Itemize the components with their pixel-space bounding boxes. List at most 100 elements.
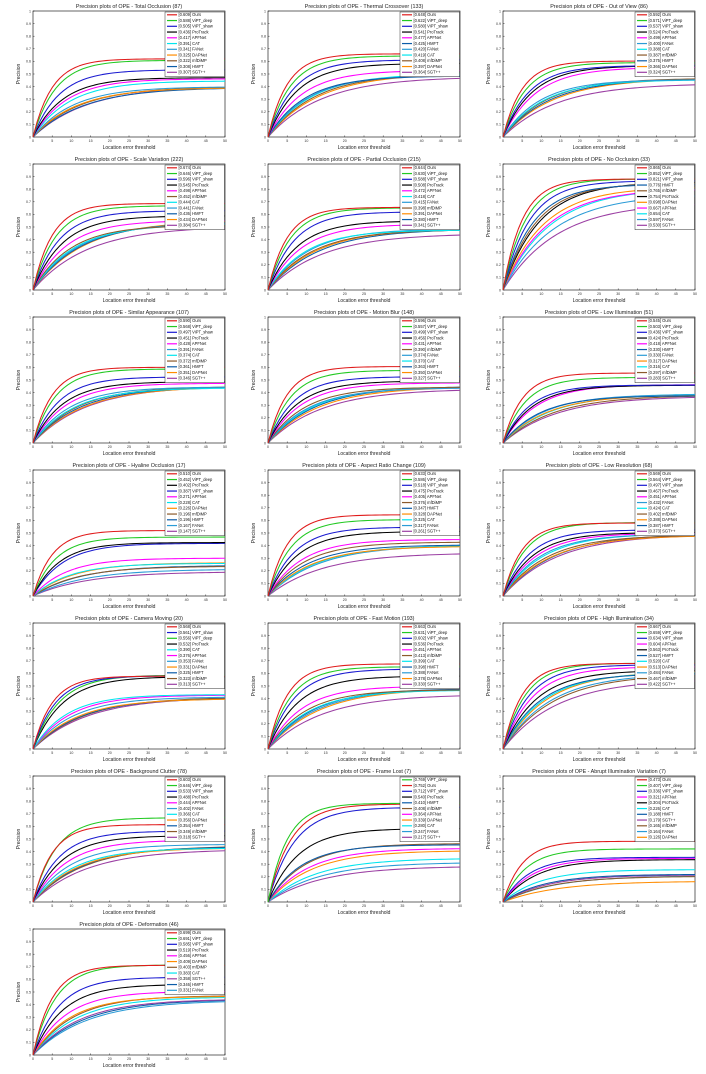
- x-tick-label: 15: [89, 598, 93, 602]
- x-tick-label: 0: [267, 292, 269, 296]
- legend-entry-dapnet: [0.339] DAPNet: [414, 817, 443, 822]
- x-tick-label: 15: [89, 139, 93, 143]
- x-tick-label: 35: [165, 292, 169, 296]
- y-tick-label: 1: [499, 162, 501, 166]
- series-line-fanet: [32, 1001, 226, 1056]
- x-tick-label: 35: [635, 751, 639, 755]
- x-tick-label: 10: [69, 139, 73, 143]
- legend-entry-fanet: [0.388] FANet: [414, 670, 440, 675]
- x-tick-label: 15: [324, 598, 328, 602]
- y-tick-label: 0.6: [261, 366, 266, 370]
- series-line-vipt-deep: [502, 848, 695, 903]
- x-tick-label: 25: [127, 292, 131, 296]
- x-tick-label: 15: [559, 751, 563, 755]
- legend-entry-vipt-deep: [0.769] ViPT_deep: [414, 777, 449, 782]
- series-line-apfnet: [32, 557, 226, 597]
- legend-entry-fanet: [0.167] FANet: [179, 523, 205, 528]
- series-line-sgt: [502, 84, 696, 138]
- y-tick-label: 0.6: [26, 825, 31, 829]
- legend-entry-dapnet: [0.317] DAPNet: [649, 358, 678, 363]
- chart-svg: Precision plots of OPE - Deformation (46…: [16, 922, 227, 1069]
- legend-entry-protrack: [0.467] ProTrack: [649, 488, 680, 493]
- y-tick-label: 0.6: [261, 519, 266, 523]
- y-tick-label: 0.6: [26, 519, 31, 523]
- y-tick-label: 0.4: [261, 238, 266, 242]
- legend-entry-vipt-deep: [0.556] ViPT_deep: [179, 636, 214, 641]
- legend-entry-fanet: [0.400] FANet: [649, 41, 675, 46]
- x-tick-label: 50: [693, 598, 697, 602]
- chart-title: Precision plots of OPE - Thermal Crossov…: [305, 4, 424, 10]
- legend-entry-dapnet: [0.351] DAPNet: [179, 370, 208, 375]
- x-tick-label: 10: [69, 445, 73, 449]
- x-tick-label: 40: [420, 904, 424, 908]
- legend-entry-apfnet: [0.451] APFNet: [649, 494, 678, 499]
- x-tick-label: 45: [204, 445, 208, 449]
- y-tick-label: 0.8: [26, 647, 31, 651]
- legend-entry-ours: [0.667] Ours: [649, 624, 672, 629]
- y-tick-label: 0.5: [26, 837, 31, 841]
- legend-entry-mfdimp: [0.408] mfDiMP: [414, 58, 442, 63]
- legend-entry-cat: [0.391] CAT: [179, 41, 201, 46]
- legend-entry-vipt-deep: [0.631] ViPT_deep: [414, 630, 449, 635]
- y-tick-label: 0.1: [496, 735, 501, 739]
- x-axis-label: Location error threshold: [103, 1063, 156, 1069]
- x-tick-label: 15: [324, 904, 328, 908]
- legend-entry-mfdimp: [0.413] mfDiMP: [414, 653, 442, 658]
- legend-entry-ours: [0.603] Ours: [179, 777, 202, 782]
- chart-title: Precision plots of OPE - Hyaline Occlusi…: [73, 463, 186, 469]
- y-tick-label: 0.4: [26, 391, 31, 395]
- series-line-sgt: [32, 850, 226, 903]
- x-tick-label: 20: [578, 904, 582, 908]
- series-line-mfdimp: [32, 566, 226, 597]
- y-tick-label: 0.8: [26, 35, 31, 39]
- legend-entry-fanet: [0.247] FANet: [414, 829, 440, 834]
- legend-entry-ours: [0.568] Ours: [179, 624, 202, 629]
- x-tick-label: 5: [521, 139, 523, 143]
- legend-entry-sgt: [0.318] SGT++: [179, 835, 206, 840]
- x-tick-label: 45: [439, 598, 443, 602]
- x-tick-label: 50: [223, 445, 227, 449]
- chart-7: Precision plots of OPE - Similar Appeara…: [0, 308, 235, 461]
- legend-entry-cat: [0.654] CAT: [649, 211, 671, 216]
- legend-entry-cat: [0.325] CAT: [414, 517, 436, 522]
- legend-entry-sgt: [0.384] SGT++: [179, 223, 206, 228]
- y-tick-label: 0: [264, 135, 266, 139]
- x-tick-label: 10: [69, 292, 73, 296]
- y-tick-label: 0.5: [496, 837, 501, 841]
- x-tick-label: 35: [165, 598, 169, 602]
- y-tick-label: 0.3: [261, 710, 266, 714]
- series-line-fanet: [32, 86, 226, 138]
- y-tick-label: 0.9: [496, 481, 501, 485]
- legend-entry-protrack: [0.536] ProTrack: [414, 641, 445, 646]
- legend-entry-vipt-shaw: [0.497] ViPT_shaw: [649, 483, 683, 488]
- legend-entry-mfdimp: [0.297] mfDiMP: [649, 370, 677, 375]
- x-tick-label: 10: [69, 1057, 73, 1061]
- y-tick-label: 0.3: [261, 98, 266, 102]
- y-tick-label: 0.1: [496, 429, 501, 433]
- legend-entry-vipt-shaw: [0.499] ViPT_shaw: [414, 330, 448, 335]
- series-line-dapnet: [267, 850, 461, 903]
- chart-title: Precision plots of OPE - Abrupt Illumina…: [532, 769, 666, 775]
- legend-entry-vipt-deep: [0.659] ViPT_deep: [649, 630, 684, 635]
- x-tick-label: 10: [539, 292, 543, 296]
- y-tick-label: 0: [499, 288, 501, 292]
- y-tick-label: 0.2: [261, 110, 266, 114]
- x-tick-label: 35: [635, 139, 639, 143]
- x-tick-label: 0: [32, 1057, 34, 1061]
- series-line-fanet: [502, 79, 696, 138]
- series-line-apfnet: [267, 848, 461, 903]
- x-axis-label: Location error threshold: [103, 757, 156, 763]
- legend-entry-mfdimp: [0.372] mfDiMP: [179, 358, 207, 363]
- x-tick-label: 0: [267, 751, 269, 755]
- legend-entry-fanet: [0.391] FANet: [179, 347, 205, 352]
- y-tick-label: 0.3: [26, 863, 31, 867]
- x-axis-label: Location error threshold: [573, 757, 626, 763]
- y-axis-label: Precision: [486, 217, 492, 238]
- y-tick-label: 0.8: [496, 35, 501, 39]
- y-axis-label: Precision: [16, 370, 22, 391]
- legend-entry-ours: [0.663] Ours: [414, 624, 437, 629]
- x-tick-label: 5: [51, 1057, 53, 1061]
- legend-entry-fanet: [0.597] FANet: [649, 217, 675, 222]
- legend-entry-mfdimp: [0.165] mfDiMP: [649, 823, 677, 828]
- legend-entry-dapnet: [0.513] DAPNet: [649, 664, 678, 669]
